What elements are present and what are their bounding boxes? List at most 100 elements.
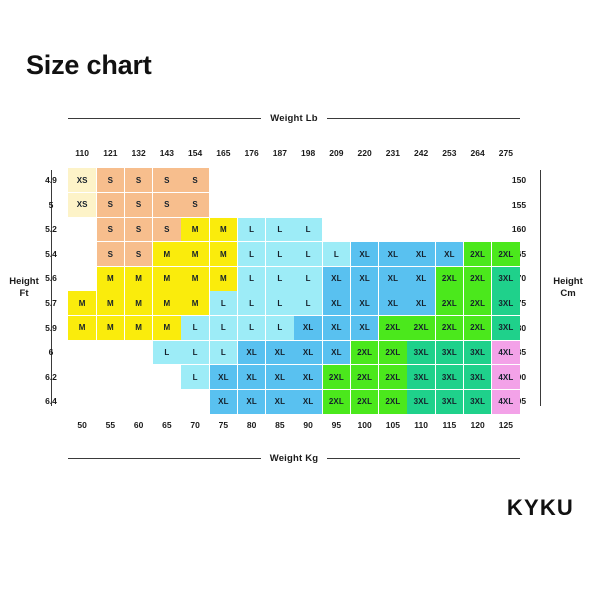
size-cell[interactable]: M (181, 242, 209, 266)
size-cell[interactable]: S (96, 192, 125, 217)
size-cell[interactable]: XS (68, 168, 96, 193)
size-cell[interactable]: XL (209, 389, 238, 414)
size-cell[interactable]: 4XL (492, 365, 520, 389)
size-cell[interactable]: S (181, 168, 209, 193)
size-cell[interactable]: XL (237, 389, 266, 414)
size-cell[interactable]: 2XL (463, 315, 492, 340)
size-cell[interactable]: XL (379, 242, 407, 266)
size-cell[interactable]: L (181, 340, 209, 365)
size-cell[interactable]: L (237, 291, 266, 316)
size-cell[interactable]: 3XL (407, 340, 435, 365)
size-cell[interactable]: XL (435, 242, 464, 266)
size-cell[interactable]: S (96, 217, 125, 242)
size-cell[interactable]: XL (350, 315, 379, 340)
size-cell[interactable]: 2XL (379, 389, 407, 414)
size-cell[interactable]: 2XL (463, 291, 492, 316)
size-cell[interactable]: L (237, 266, 266, 291)
size-cell[interactable]: 2XL (350, 365, 379, 389)
size-cell[interactable]: 3XL (463, 365, 492, 389)
size-cell[interactable]: XL (379, 266, 407, 291)
size-cell[interactable]: XL (209, 365, 238, 389)
size-cell[interactable]: S (124, 242, 153, 266)
size-cell[interactable]: XL (350, 291, 379, 316)
size-cell[interactable]: 2XL (492, 242, 520, 266)
size-cell[interactable]: 3XL (435, 389, 464, 414)
size-cell[interactable]: 3XL (407, 365, 435, 389)
size-cell[interactable]: 2XL (350, 389, 379, 414)
size-cell[interactable]: 3XL (492, 266, 520, 291)
size-cell[interactable]: S (153, 168, 181, 193)
size-cell[interactable]: XL (294, 340, 322, 365)
size-cell[interactable]: S (124, 168, 153, 193)
size-cell[interactable]: M (153, 315, 181, 340)
size-cell[interactable]: M (153, 266, 181, 291)
size-cell[interactable]: XL (322, 315, 351, 340)
size-cell[interactable]: M (124, 266, 153, 291)
size-cell[interactable]: M (68, 291, 96, 316)
size-cell[interactable]: S (96, 168, 125, 193)
size-cell[interactable]: L (209, 291, 238, 316)
size-cell[interactable]: L (153, 340, 181, 365)
size-cell[interactable]: 2XL (435, 291, 464, 316)
size-cell[interactable]: 2XL (379, 340, 407, 365)
size-cell[interactable]: 2XL (435, 315, 464, 340)
size-cell[interactable]: S (153, 192, 181, 217)
size-cell[interactable]: L (181, 365, 209, 389)
size-cell[interactable]: M (181, 266, 209, 291)
size-cell[interactable]: 2XL (463, 266, 492, 291)
size-cell[interactable]: L (237, 242, 266, 266)
size-cell[interactable]: L (266, 217, 294, 242)
size-cell[interactable]: M (96, 266, 125, 291)
size-cell[interactable]: XL (294, 365, 322, 389)
size-cell[interactable]: XL (237, 340, 266, 365)
size-cell[interactable]: XL (266, 389, 294, 414)
size-cell[interactable]: 3XL (435, 340, 464, 365)
size-cell[interactable]: 4XL (492, 389, 520, 414)
size-cell[interactable]: M (181, 217, 209, 242)
size-cell[interactable]: L (294, 291, 322, 316)
size-cell[interactable]: 2XL (435, 266, 464, 291)
size-cell[interactable]: 2XL (379, 315, 407, 340)
size-cell[interactable]: M (181, 291, 209, 316)
size-cell[interactable]: XL (379, 291, 407, 316)
size-cell[interactable]: XL (237, 365, 266, 389)
size-cell[interactable]: S (124, 192, 153, 217)
size-cell[interactable]: M (96, 291, 125, 316)
size-cell[interactable]: XS (68, 192, 96, 217)
size-cell[interactable]: M (153, 242, 181, 266)
size-cell[interactable]: L (237, 315, 266, 340)
size-cell[interactable]: M (68, 315, 96, 340)
size-cell[interactable]: XL (266, 340, 294, 365)
size-cell[interactable]: L (266, 266, 294, 291)
size-cell[interactable]: L (322, 242, 351, 266)
size-cell[interactable]: M (209, 242, 238, 266)
size-cell[interactable]: M (96, 315, 125, 340)
size-cell[interactable]: M (124, 291, 153, 316)
size-cell[interactable]: S (153, 217, 181, 242)
size-cell[interactable]: 2XL (407, 315, 435, 340)
size-cell[interactable]: M (209, 217, 238, 242)
size-cell[interactable]: XL (294, 315, 322, 340)
size-cell[interactable]: M (209, 266, 238, 291)
size-cell[interactable]: XL (350, 242, 379, 266)
size-cell[interactable]: XL (322, 266, 351, 291)
size-cell[interactable]: S (124, 217, 153, 242)
size-cell[interactable]: L (266, 315, 294, 340)
size-cell[interactable]: L (266, 291, 294, 316)
size-cell[interactable]: 4XL (492, 340, 520, 365)
size-cell[interactable]: L (294, 217, 322, 242)
size-cell[interactable]: L (237, 217, 266, 242)
size-cell[interactable]: L (209, 315, 238, 340)
size-cell[interactable]: XL (322, 340, 351, 365)
size-cell[interactable]: 2XL (322, 389, 351, 414)
size-cell[interactable]: XL (407, 242, 435, 266)
size-cell[interactable]: 2XL (463, 242, 492, 266)
size-cell[interactable]: XL (407, 291, 435, 316)
size-cell[interactable]: XL (322, 291, 351, 316)
size-cell[interactable]: XL (350, 266, 379, 291)
size-cell[interactable]: 3XL (463, 340, 492, 365)
size-cell[interactable]: L (266, 242, 294, 266)
size-cell[interactable]: M (153, 291, 181, 316)
size-cell[interactable]: 3XL (492, 315, 520, 340)
size-cell[interactable]: XL (266, 365, 294, 389)
